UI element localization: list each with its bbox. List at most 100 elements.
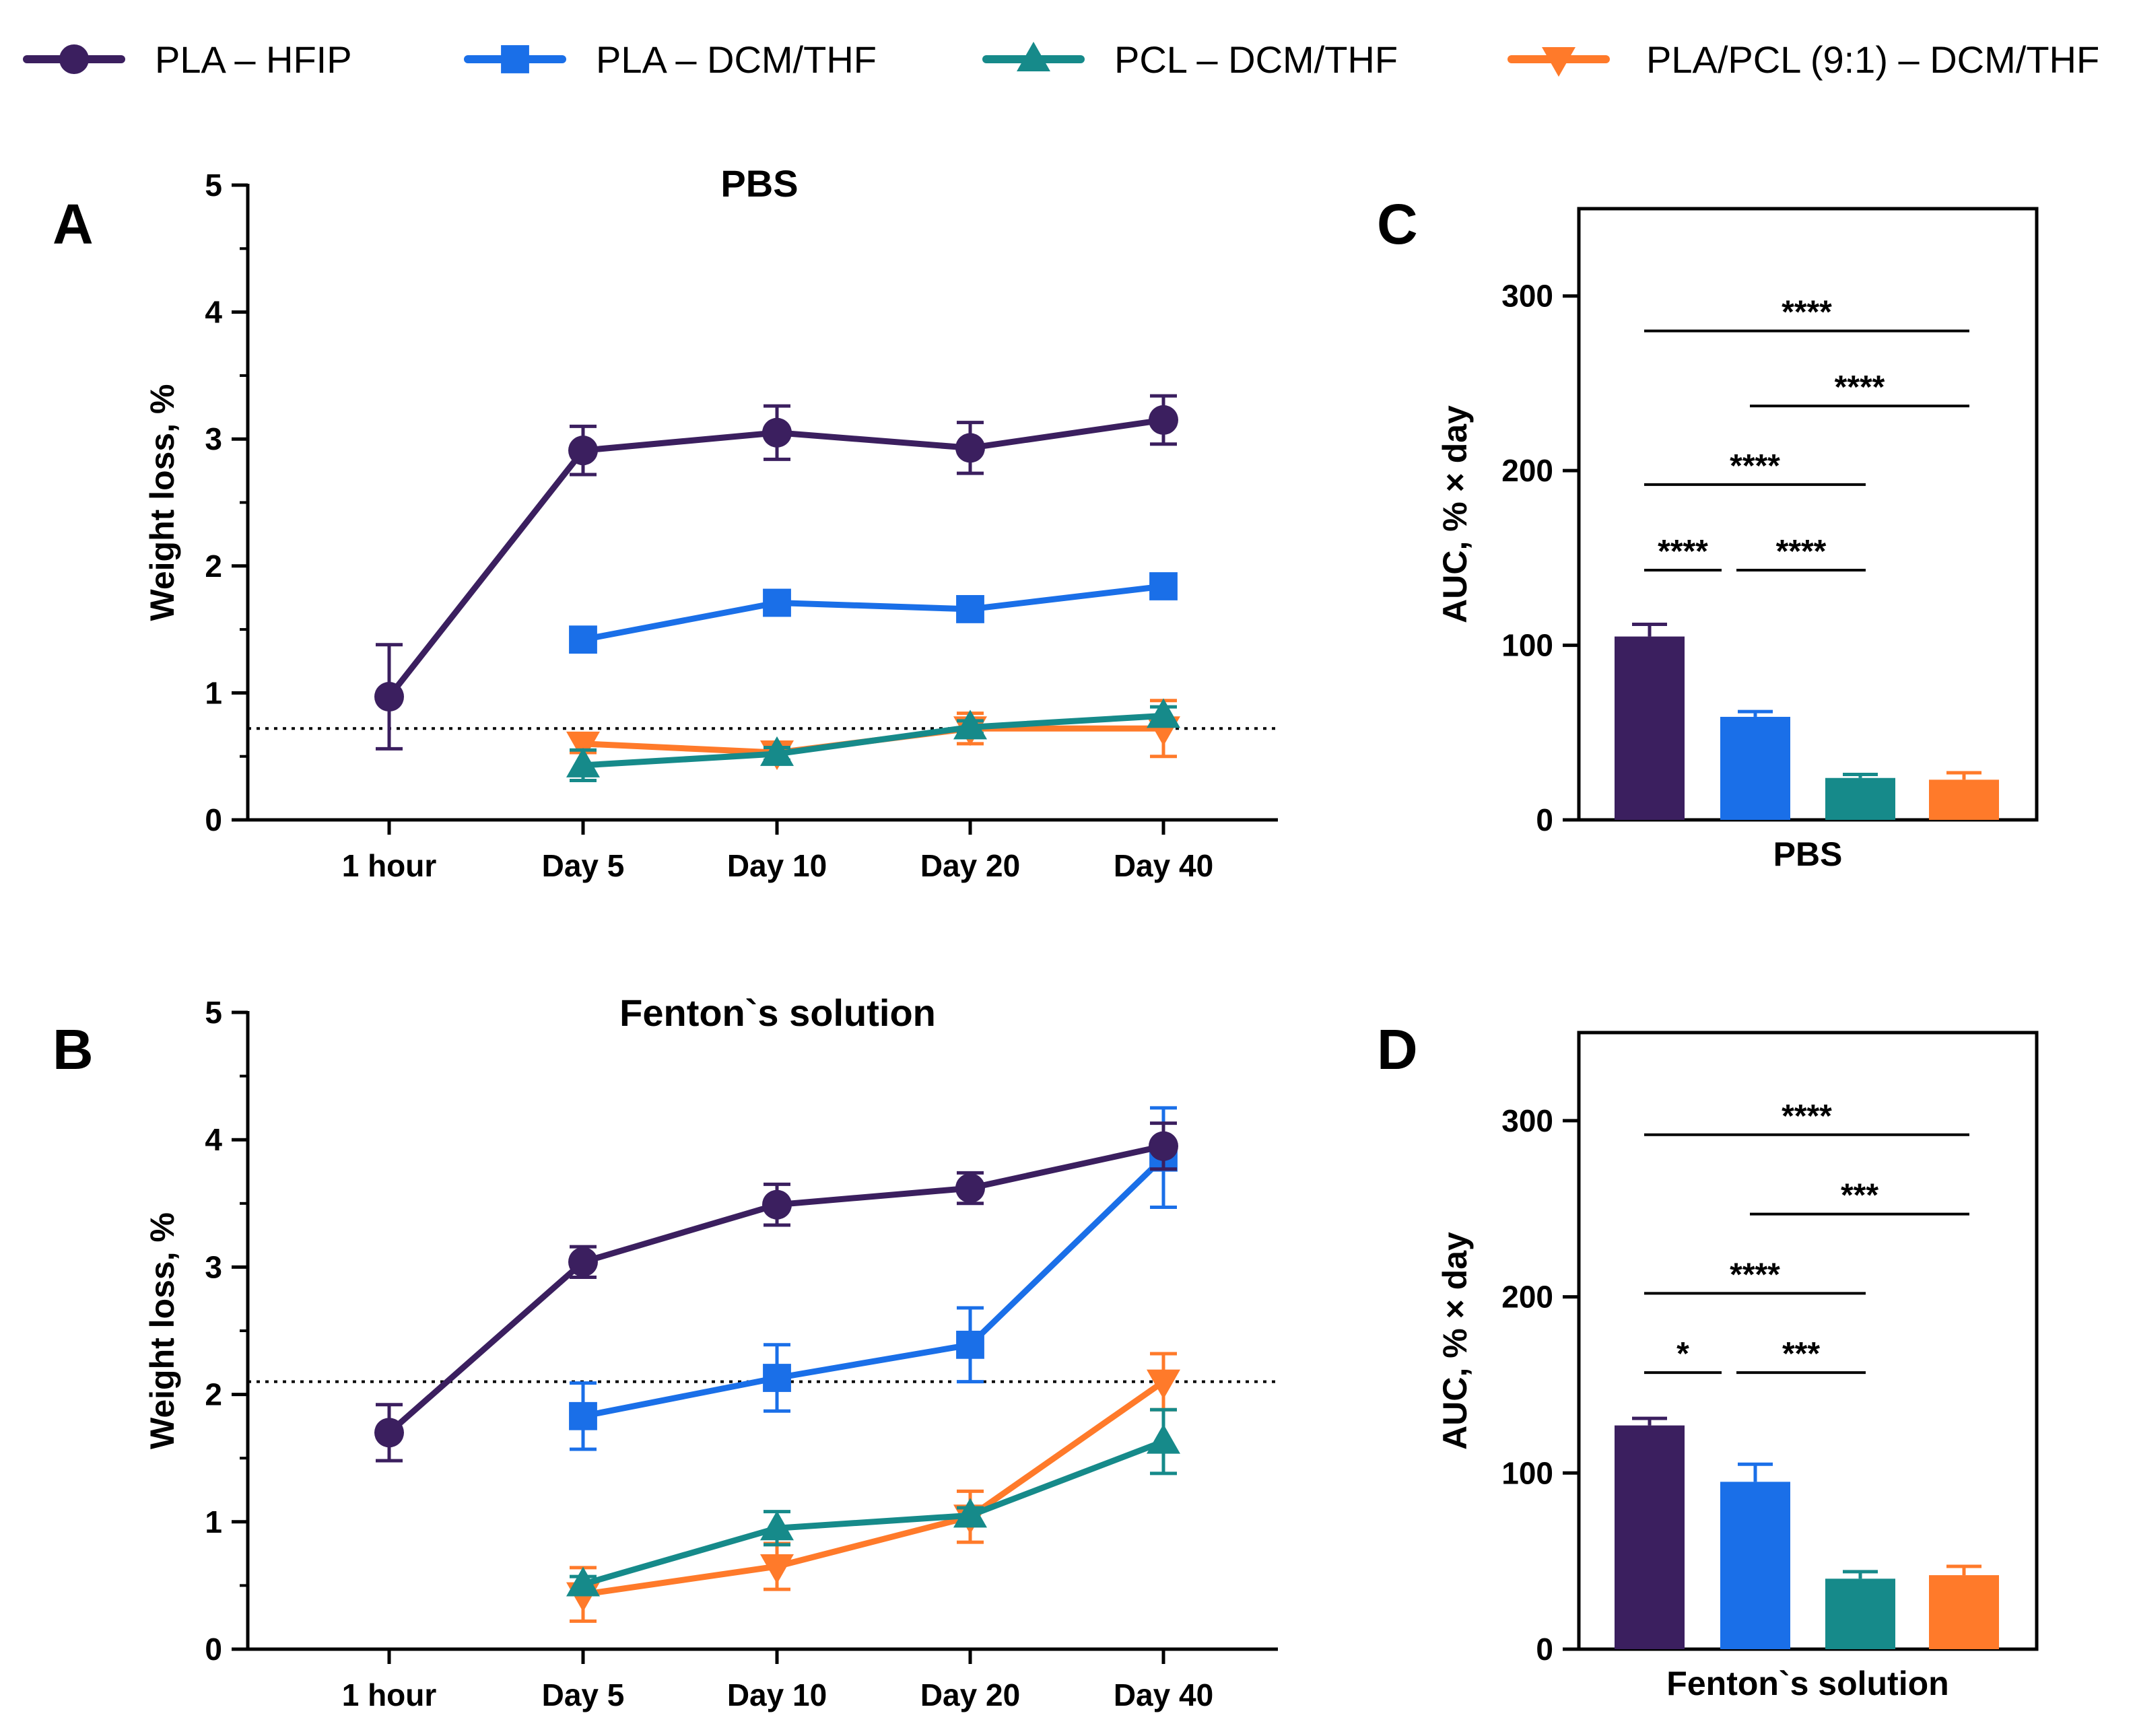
significance-label: * — [1676, 1336, 1689, 1372]
data-point-circle — [762, 1189, 792, 1220]
y-tick-label: 3 — [205, 1249, 222, 1284]
x-tick-label: 1 hour — [342, 1677, 437, 1712]
x-tick-label: Day 5 — [542, 1677, 625, 1712]
data-point-triangle-up — [1147, 1424, 1180, 1454]
data-point-circle — [374, 682, 404, 712]
significance-label: **** — [1782, 295, 1832, 331]
series-line-pla-pcl-9-1-dcm-thf — [582, 1379, 1165, 1598]
x-tick-label: Day 5 — [542, 848, 625, 883]
panel-a-line-chart-pbs: A 0 1 2 3 4 5 1 hour Day 5 Day 10 Day 20 Day 40 Weig… — [53, 162, 1278, 883]
y-tick-label: 2 — [205, 549, 222, 584]
y-tick-label: 100 — [1501, 628, 1553, 663]
bar-triangle-down — [1929, 779, 1999, 820]
data-point-triangle-up — [1147, 698, 1180, 728]
y-tick-label: 5 — [205, 995, 222, 1030]
legend-label: PLA – DCM/THF — [596, 38, 877, 81]
panel-letter: D — [1377, 1018, 1418, 1081]
significance-label: **** — [1782, 1099, 1832, 1134]
bar-triangle-down — [1929, 1575, 1999, 1649]
y-axis-label: AUC, % × day — [1436, 1232, 1474, 1450]
y-tick-label: 3 — [205, 421, 222, 456]
data-point-square — [956, 595, 984, 623]
series-line-pcl-dcm-thf — [582, 712, 1164, 769]
legend-marker-circle — [59, 44, 89, 74]
bar-square — [1720, 716, 1790, 820]
data-point-circle — [374, 1418, 404, 1448]
significance-label: **** — [1730, 1257, 1780, 1292]
x-axis-label: Fenton`s solution — [1666, 1665, 1948, 1702]
data-point-circle — [568, 436, 598, 466]
data-point-square — [569, 625, 597, 654]
y-tick-label: 4 — [205, 295, 222, 330]
y-tick-label: 300 — [1501, 1103, 1553, 1138]
bar-circle — [1615, 636, 1685, 820]
bar-circle — [1615, 1425, 1685, 1649]
significance-label: **** — [1835, 370, 1885, 405]
legend-marker-square — [501, 45, 529, 73]
y-tick-label: 5 — [205, 168, 222, 203]
y-axis-label: Weight loss, % — [143, 384, 181, 621]
data-point-square — [956, 1330, 984, 1359]
panel-d-bar-chart-fenton: D 0 100 200 300 AUC, % × day Fenton`s solution… — [1377, 1018, 2039, 1702]
legend-marker-triangle-up — [1017, 42, 1050, 71]
data-point-circle — [762, 417, 792, 448]
y-axis-label: AUC, % × day — [1436, 405, 1474, 623]
data-point-triangle-up — [953, 709, 987, 740]
x-tick-label: Day 20 — [920, 1677, 1020, 1712]
plot-frame — [1577, 207, 2039, 822]
y-tick-label: 0 — [205, 1632, 222, 1667]
y-tick-label: 1 — [205, 675, 222, 710]
chart-title: Fenton`s solution — [619, 992, 936, 1034]
significance-label: **** — [1730, 448, 1780, 484]
chart-title: PBS — [720, 162, 798, 205]
y-tick-label: 100 — [1501, 1455, 1553, 1490]
data-point-circle — [1149, 405, 1178, 435]
data-point-triangle-up — [566, 747, 600, 777]
x-tick-label: 1 hour — [342, 848, 437, 883]
legend: PLA – HFIP PLA – DCM/THF PCL – DCM/THF PLA/… — [23, 38, 2099, 81]
legend-marker-triangle-down — [1542, 47, 1575, 77]
y-tick-label: 0 — [1536, 1632, 1553, 1667]
y-tick-label: 4 — [205, 1122, 222, 1157]
data-point-square — [763, 1364, 791, 1392]
data-point-triangle-down — [1147, 1369, 1180, 1399]
y-tick-label: 1 — [205, 1504, 222, 1539]
series-line-pla-dcm-thf — [582, 1155, 1166, 1420]
x-tick-label: Day 10 — [727, 848, 827, 883]
panel-b-line-chart-fenton: B 0 1 2 3 4 5 1 hour Day 5 Day 10 Day 20 Day 40 Weig… — [53, 992, 1278, 1712]
data-point-circle — [1149, 1131, 1178, 1161]
x-tick-label: Day 40 — [1114, 1677, 1213, 1712]
y-tick-label: 0 — [205, 802, 222, 837]
significance-label: *** — [1782, 1336, 1820, 1372]
data-point-square — [569, 1401, 597, 1430]
data-point-triangle-down — [760, 1554, 794, 1585]
y-tick-label: 200 — [1501, 1280, 1553, 1315]
data-point-circle — [568, 1247, 598, 1277]
data-point-circle — [955, 433, 985, 463]
x-axis-label: PBS — [1773, 835, 1843, 873]
x-tick-label: Day 20 — [920, 848, 1020, 883]
data-point-triangle-up — [760, 736, 794, 766]
plot-frame — [1577, 1031, 2039, 1651]
panel-c-bar-chart-pbs: C 0 100 200 300 AUC, % × day PBS **** **** **** **… — [1377, 193, 2039, 873]
panel-letter: B — [53, 1018, 94, 1081]
x-tick-label: Day 10 — [727, 1677, 827, 1712]
y-axis-label: Weight loss, % — [143, 1212, 181, 1449]
y-tick-label: 200 — [1501, 453, 1553, 488]
legend-label: PLA – HFIP — [155, 38, 352, 81]
series-line-pcl-dcm-thf — [582, 1438, 1165, 1587]
data-point-square — [1149, 572, 1178, 600]
x-tick-label: Day 40 — [1114, 848, 1213, 883]
data-point-triangle-up — [760, 1511, 794, 1541]
bar-square — [1720, 1482, 1790, 1649]
bar-triangle-up — [1825, 1578, 1895, 1649]
series-line-pla-dcm-thf — [582, 583, 1164, 643]
significance-label: **** — [1776, 534, 1827, 569]
series-line-pla-hfip — [386, 417, 1164, 699]
bar-triangle-up — [1825, 777, 1895, 820]
panel-letter: C — [1377, 193, 1418, 256]
legend-label: PLA/PCL (9:1) – DCM/THF — [1646, 38, 2099, 81]
y-tick-label: 2 — [205, 1377, 222, 1412]
significance-label: **** — [1658, 534, 1708, 569]
data-point-triangle-up — [566, 1566, 600, 1597]
